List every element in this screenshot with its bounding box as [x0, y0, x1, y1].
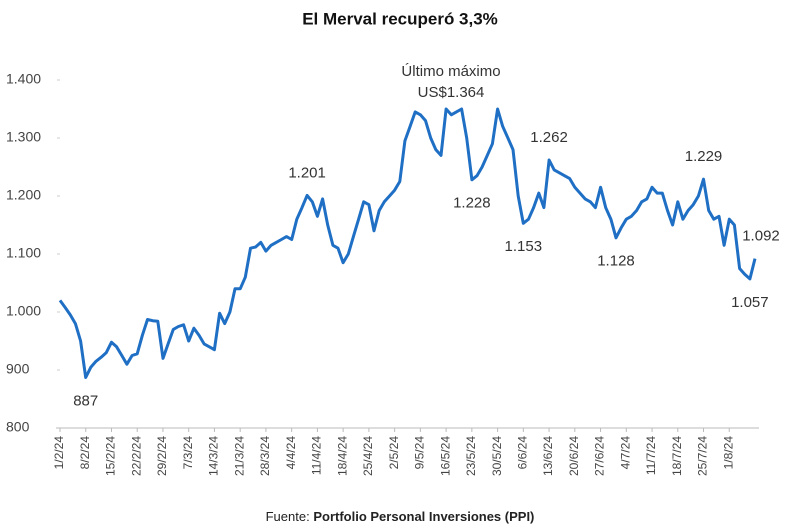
x-tick-label: 2/5/24 — [387, 436, 401, 470]
value-label: 1.229 — [685, 148, 723, 165]
value-label: 1.092 — [742, 228, 780, 245]
y-tick-label: 900 — [6, 361, 30, 377]
chart-title: El Merval recuperó 3,3% — [302, 9, 498, 28]
x-tick-label: 25/4/24 — [361, 436, 375, 476]
x-tick-label: 21/3/24 — [232, 436, 246, 476]
x-tick-label: 9/5/24 — [413, 436, 427, 470]
value-label: 1.153 — [505, 238, 543, 255]
y-tick-label: 1.300 — [6, 129, 41, 145]
value-label: 887 — [73, 393, 98, 410]
x-tick-label: 30/5/24 — [490, 436, 504, 476]
x-tick-label: 8/2/24 — [78, 436, 92, 470]
x-tick-label: 4/4/24 — [284, 436, 298, 470]
x-tick-label: 18/7/24 — [670, 436, 684, 476]
y-tick-label: 1.100 — [6, 245, 41, 261]
value-label: 1.057 — [731, 294, 769, 311]
x-tick-label: 18/4/24 — [335, 436, 349, 476]
y-tick-label: 800 — [6, 419, 30, 435]
annotation: US$1.364 — [418, 84, 485, 101]
value-label: 1.262 — [530, 129, 568, 146]
y-tick-label: 1.200 — [6, 187, 41, 203]
y-tick-label: 1.000 — [6, 303, 41, 319]
x-tick-label: 28/3/24 — [258, 436, 272, 476]
value-label: 1.128 — [597, 253, 635, 270]
x-tick-label: 11/4/24 — [310, 436, 324, 475]
x-tick-label: 14/3/24 — [207, 436, 221, 476]
x-tick-label: 27/6/24 — [593, 436, 607, 476]
source-name: Portfolio Personal Inversiones (PPI) — [313, 509, 534, 524]
x-tick-label: 7/3/24 — [181, 436, 195, 470]
x-tick-label: 15/2/24 — [104, 436, 118, 476]
source: Fuente: Portfolio Personal Inversiones (… — [266, 509, 535, 524]
x-tick-label: 1/8/24 — [721, 436, 735, 470]
source-prefix: Fuente: — [266, 509, 310, 524]
value-label: 1.201 — [288, 164, 326, 181]
line — [58, 107, 757, 379]
x-tick-label: 25/7/24 — [696, 436, 710, 476]
value-label: 1.228 — [453, 195, 491, 212]
y-tick-label: 1.400 — [6, 71, 41, 87]
x-tick-label: 13/6/24 — [541, 436, 555, 476]
x-tick-label: 16/5/24 — [438, 436, 452, 476]
x-tick-label: 29/2/24 — [155, 436, 169, 476]
x-tick-label: 11/7/24 — [644, 436, 658, 475]
x-tick-label: 23/5/24 — [464, 436, 478, 476]
annotation: Último máximo — [401, 63, 500, 80]
x-tick-label: 1/2/24 — [52, 436, 66, 470]
x-tick-label: 4/7/24 — [618, 436, 632, 470]
x-tick-label: 22/2/24 — [129, 436, 143, 476]
x-tick-label: 6/6/24 — [516, 436, 530, 470]
x-tick-label: 20/6/24 — [567, 436, 581, 476]
